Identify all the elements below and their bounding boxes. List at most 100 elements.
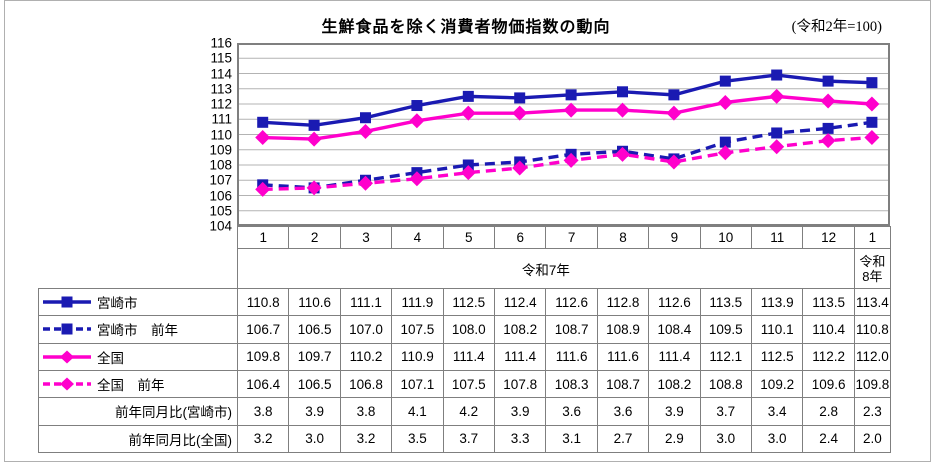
legend-swatch-solid-square <box>43 296 91 308</box>
series-name: 宮崎市 <box>97 296 138 312</box>
value-cell-text: 109.6 <box>811 376 846 392</box>
y-tick-label: 115 <box>190 51 232 66</box>
value-cell: 2.9 <box>648 424 701 453</box>
chart-title: 生鮮食品を除く消費者物価指数の動向 <box>321 19 611 36</box>
square-marker <box>308 119 320 131</box>
value-cell: 3.7 <box>442 424 495 453</box>
value-cell-text: 3.1 <box>562 431 581 447</box>
value-cell-text: 108.2 <box>503 321 538 337</box>
month-label-text: 12 <box>821 230 837 245</box>
square-marker <box>719 136 731 148</box>
legend-diamond-marker <box>60 377 74 391</box>
value-cell-text: 106.4 <box>246 376 281 392</box>
value-cell-text: 109.8 <box>246 349 281 365</box>
value-cell-text: 109.5 <box>708 321 743 337</box>
value-cell: 108.9 <box>596 315 650 344</box>
value-cell: 113.9 <box>751 288 804 317</box>
square-marker <box>719 75 731 87</box>
month-label-text: 1 <box>868 230 877 245</box>
legend-row-label: 宮崎市 <box>38 288 238 317</box>
value-cell: 111.4 <box>648 342 701 371</box>
line-chart-plot-area <box>237 43 890 226</box>
square-marker <box>360 112 371 124</box>
value-cell: 108.2 <box>494 315 547 344</box>
legend-row-label: 宮崎市 前年 <box>38 315 238 344</box>
series-name: 全国 前年 <box>97 378 165 394</box>
square-marker <box>565 89 577 101</box>
month-label-text: 11 <box>770 230 785 245</box>
month-label: 7 <box>545 226 598 249</box>
value-cell: 109.8 <box>853 369 891 399</box>
month-label-text: 4 <box>413 230 422 245</box>
value-cell-text: 113.5 <box>812 294 845 310</box>
square-marker <box>617 86 628 98</box>
value-cell: 107.8 <box>494 369 547 399</box>
y-tick-label: 109 <box>190 143 232 157</box>
value-cell: 4.2 <box>442 397 495 426</box>
diamond-marker <box>409 113 425 129</box>
month-label: 1 <box>853 226 891 249</box>
legend-swatch-solid-diamond <box>43 350 91 364</box>
y-tick-label: 113 <box>190 82 232 96</box>
value-cell-text: 3.0 <box>716 431 736 447</box>
y-tick-label: 105 <box>190 204 232 218</box>
value-cell-text: 109.8 <box>855 376 890 392</box>
value-cell-text: 3.8 <box>253 403 273 419</box>
value-cell-text: 107.8 <box>503 376 538 392</box>
value-cell: 3.0 <box>288 424 341 453</box>
base-year-note: (令和2年=100) <box>791 19 882 35</box>
year-label-text: 令和8年 <box>859 253 886 284</box>
value-cell-text: 111.9 <box>401 294 434 310</box>
diamond-marker <box>769 88 785 104</box>
value-cell-text: 106.5 <box>297 321 332 337</box>
value-cell-text: 113.5 <box>709 294 743 310</box>
diamond-marker <box>358 123 373 139</box>
value-cell: 110.6 <box>288 288 341 317</box>
value-cell-text: 112.2 <box>812 349 845 365</box>
value-cell-text: 106.7 <box>246 321 281 337</box>
value-cell: 108.7 <box>596 369 650 399</box>
value-cell-text: 2.8 <box>819 403 838 419</box>
month-label-text: 8 <box>619 230 627 245</box>
value-cell: 110.9 <box>391 342 444 371</box>
value-cell: 106.4 <box>237 369 290 399</box>
value-cell: 4.1 <box>391 397 444 426</box>
value-cell-text: 111.4 <box>658 349 691 365</box>
month-label-text: 1 <box>259 230 267 245</box>
value-cell-text: 2.7 <box>613 431 633 447</box>
diamond-marker <box>255 130 271 146</box>
month-label: 10 <box>699 226 752 249</box>
value-cell: 3.3 <box>494 424 547 453</box>
diamond-marker <box>563 102 579 118</box>
value-cell: 111.6 <box>545 342 598 371</box>
value-cell: 107.1 <box>391 369 444 399</box>
y-tick-label-text: 109 <box>209 142 232 157</box>
value-cell: 106.8 <box>339 369 393 399</box>
value-cell: 107.5 <box>442 369 495 399</box>
yoy-row-name: 前年同月比(宮崎市) <box>115 405 232 421</box>
y-tick-label: 106 <box>190 189 232 203</box>
y-tick-label: 114 <box>190 67 232 81</box>
month-label: 2 <box>288 226 341 249</box>
value-cell: 109.6 <box>802 369 855 399</box>
year-label: 令和7年 <box>237 248 855 289</box>
month-label-text: 7 <box>567 230 576 245</box>
month-label-text: 9 <box>670 230 679 245</box>
value-cell: 3.0 <box>751 424 804 453</box>
square-marker <box>771 127 783 139</box>
legend-square-marker <box>61 296 73 308</box>
square-marker <box>822 122 834 134</box>
value-cell-text: 108.7 <box>606 376 640 392</box>
month-label: 4 <box>391 226 444 249</box>
y-tick-label-text: 116 <box>210 35 232 51</box>
value-cell: 112.1 <box>699 342 752 371</box>
value-cell: 109.8 <box>237 342 290 371</box>
diamond-marker <box>460 105 476 121</box>
y-tick-label: 108 <box>190 158 232 172</box>
month-label: 11 <box>751 226 804 249</box>
value-cell: 106.7 <box>237 315 290 344</box>
square-marker <box>462 159 474 171</box>
value-cell-text: 112.5 <box>452 294 486 310</box>
month-label-text: 10 <box>718 230 734 245</box>
